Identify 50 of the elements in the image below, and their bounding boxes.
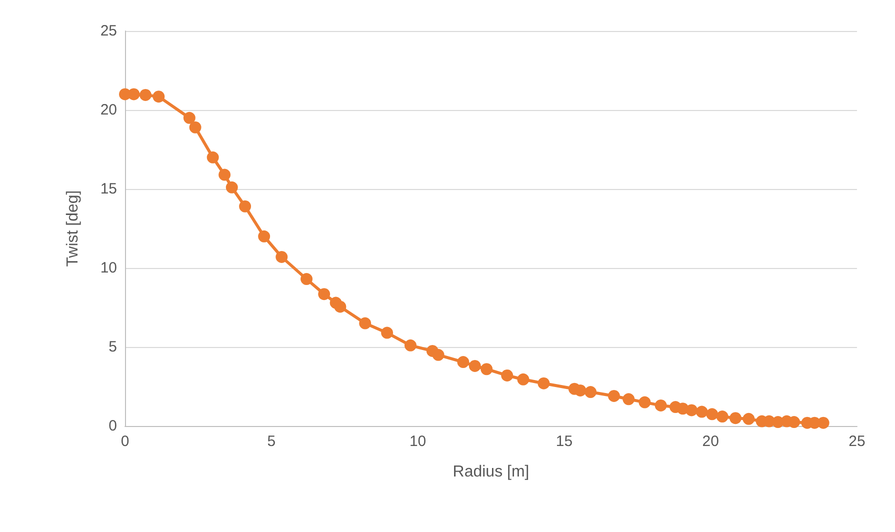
point [538,377,550,390]
x-tick-label: 15 [556,433,573,450]
point [517,373,530,386]
point [258,230,270,242]
point [276,250,288,263]
x-tick-label: 20 [702,433,719,450]
point [359,317,372,330]
point [706,408,718,420]
y-axis-title: Twist [deg] [64,190,82,267]
point [432,348,444,361]
point [696,406,708,418]
point [622,393,635,406]
y-tick-label: 10 [100,260,117,276]
point [404,339,416,352]
point [128,88,140,100]
point [730,412,742,424]
point [584,386,597,398]
x-tick-label: 10 [409,433,426,450]
point [239,200,252,212]
point [334,300,346,313]
point [206,151,219,164]
x-axis-title: Radius [m] [452,464,530,480]
point [183,112,196,124]
y-tick-label: 15 [100,180,117,198]
point [608,390,620,402]
point [716,410,728,423]
y-tick-label: 5 [108,338,117,356]
y-tick-label: 20 [100,102,117,118]
y-tick-label: 0 [108,418,117,434]
x-tick-label: 5 [267,433,276,450]
point [638,396,651,408]
point [152,90,165,103]
point [468,360,481,372]
point [742,412,755,425]
point [189,121,202,134]
point [480,363,493,376]
point [457,356,470,368]
y-tick-label: 25 [100,22,117,40]
point [501,369,514,382]
x-tick-label: 25 [848,433,866,450]
point [686,404,698,416]
point [140,88,152,101]
point [318,288,330,300]
x-tick-label: 0 [120,433,130,450]
point [300,273,313,286]
point [226,181,238,194]
point [381,326,394,339]
point [218,168,231,181]
point [654,399,667,412]
point [817,416,830,429]
